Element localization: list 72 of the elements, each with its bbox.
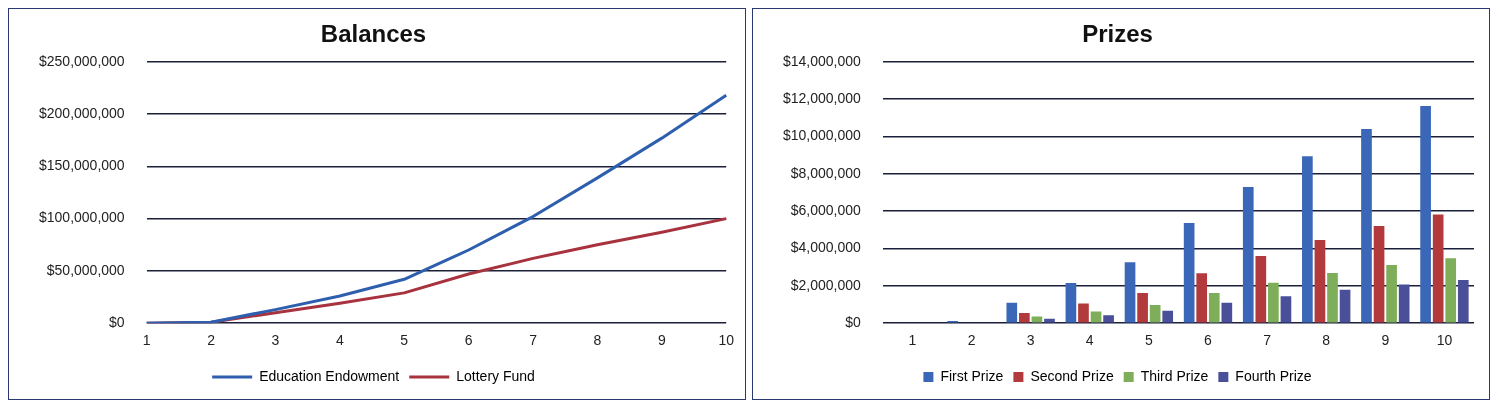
chart-title: Prizes bbox=[1082, 20, 1153, 48]
bar bbox=[1386, 264, 1397, 323]
bar bbox=[1006, 302, 1018, 323]
y-tick-label: $10,000,000 bbox=[783, 127, 862, 144]
x-tick-label: 7 bbox=[1263, 332, 1272, 349]
y-tick-label: $50,000,000 bbox=[46, 261, 125, 278]
bar bbox=[1398, 284, 1410, 323]
y-tick-label: $0 bbox=[845, 314, 862, 331]
legend-label: Second Prize bbox=[1030, 367, 1114, 384]
bar bbox=[1339, 289, 1351, 323]
bar bbox=[1031, 316, 1043, 323]
legend-label: First Prize bbox=[940, 367, 1004, 384]
legend-label: Fourth Prize bbox=[1235, 367, 1312, 384]
x-tick-label: 4 bbox=[1085, 332, 1094, 349]
y-tick-label: $150,000,000 bbox=[39, 157, 125, 174]
x-tick-label: 5 bbox=[1144, 332, 1153, 349]
bar bbox=[1302, 156, 1313, 323]
bar bbox=[1255, 255, 1267, 323]
x-tick-label: 3 bbox=[271, 332, 280, 349]
x-tick-label: 9 bbox=[657, 332, 666, 349]
x-tick-label: 9 bbox=[1381, 332, 1390, 349]
bar bbox=[1019, 312, 1030, 323]
y-tick-label: $6,000,000 bbox=[790, 202, 862, 219]
y-tick-label: $250,000,000 bbox=[39, 52, 125, 69]
y-tick-label: $0 bbox=[109, 314, 125, 331]
x-tick-label: 1 bbox=[142, 332, 151, 349]
bar bbox=[1457, 280, 1469, 323]
x-tick-label: 7 bbox=[529, 332, 538, 349]
bar bbox=[1420, 106, 1431, 323]
x-tick-label: 4 bbox=[335, 332, 344, 349]
x-tick-label: 5 bbox=[400, 332, 409, 349]
y-tick-label: $4,000,000 bbox=[790, 239, 862, 256]
bar bbox=[1149, 304, 1161, 323]
x-tick-label: 6 bbox=[464, 332, 473, 349]
x-tick-label: 6 bbox=[1204, 332, 1213, 349]
y-tick-label: $12,000,000 bbox=[783, 90, 862, 106]
bar bbox=[1280, 296, 1292, 323]
bar bbox=[1196, 273, 1208, 323]
bar bbox=[1242, 186, 1254, 323]
x-tick-label: 2 bbox=[967, 332, 976, 349]
bar bbox=[1162, 310, 1174, 323]
bar bbox=[1221, 302, 1233, 323]
bar bbox=[1103, 315, 1114, 323]
y-tick-label: $200,000,000 bbox=[39, 104, 125, 121]
bar bbox=[1124, 262, 1136, 323]
legend-label: Education Endowment bbox=[259, 367, 400, 384]
bar bbox=[1078, 303, 1089, 323]
x-tick-label: 10 bbox=[1436, 332, 1453, 349]
y-tick-label: $14,000,000 bbox=[783, 52, 862, 69]
y-tick-label: $2,000,000 bbox=[790, 276, 862, 293]
bar bbox=[1314, 239, 1326, 323]
x-tick-label: 3 bbox=[1026, 332, 1035, 349]
x-tick-label: 10 bbox=[718, 332, 735, 349]
bar bbox=[1065, 283, 1077, 323]
bar bbox=[1183, 223, 1195, 323]
bar bbox=[1327, 272, 1338, 323]
y-tick-label: $100,000,000 bbox=[39, 209, 125, 226]
x-tick-label: 8 bbox=[1322, 332, 1331, 349]
legend-label: Third Prize bbox=[1140, 367, 1209, 384]
bar bbox=[1361, 129, 1372, 323]
bar bbox=[1268, 282, 1279, 323]
x-tick-label: 1 bbox=[908, 332, 917, 349]
bar bbox=[1208, 292, 1220, 323]
legend-label: Lottery Fund bbox=[456, 367, 535, 384]
x-tick-label: 8 bbox=[593, 332, 602, 349]
y-tick-label: $8,000,000 bbox=[790, 164, 862, 181]
bar bbox=[1445, 258, 1457, 323]
bar bbox=[1137, 292, 1148, 323]
bar bbox=[1432, 214, 1444, 323]
chart-title: Balances bbox=[320, 20, 427, 48]
x-tick-label: 2 bbox=[207, 332, 216, 349]
bar bbox=[1373, 226, 1385, 323]
